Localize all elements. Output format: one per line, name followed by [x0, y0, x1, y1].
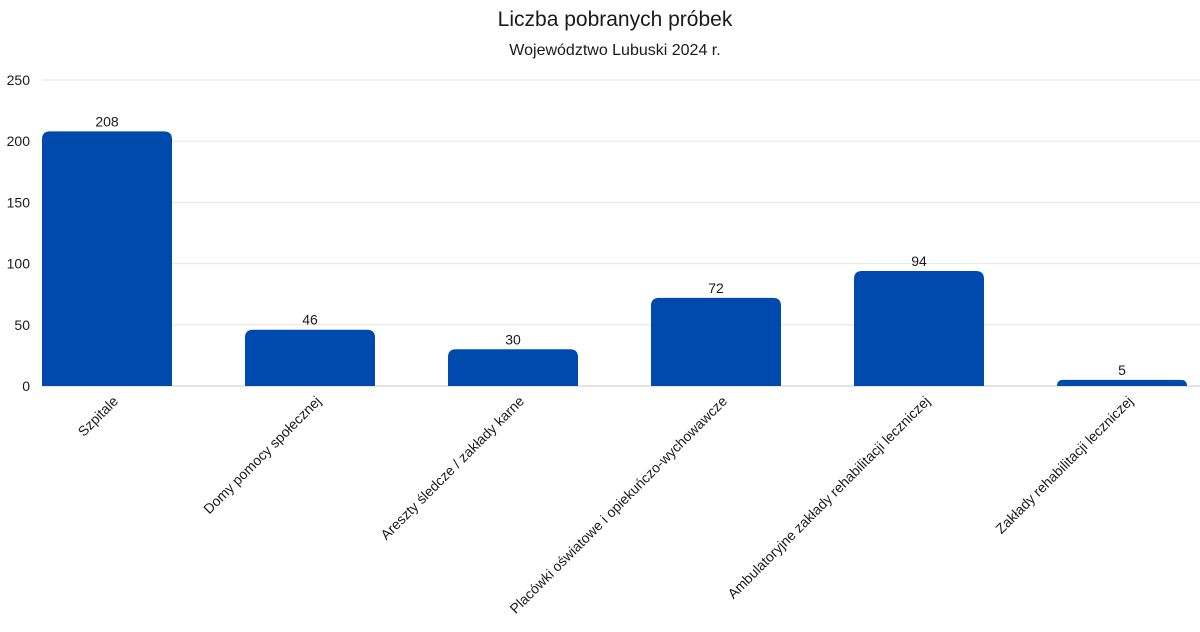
x-tick-label: Zakłady rehabilitacji leczniczej: [992, 393, 1136, 537]
x-tick-label: Ambulatoryjne zakłady rehabilitacji lecz…: [724, 393, 933, 602]
y-tick-label: 100: [7, 256, 31, 272]
chart-title: Liczba pobranych próbek: [498, 8, 733, 31]
data-label: 5: [1118, 362, 1126, 378]
x-tick-label: Domy pomocy społecznej: [200, 393, 324, 517]
data-label: 30: [505, 331, 521, 347]
chart-subtitle: Województwo Lubuski 2024 r.: [509, 42, 720, 59]
x-tick-label: Placówki oświatowe i opiekuńczo-wychowaw…: [506, 393, 730, 617]
data-label: 46: [302, 312, 318, 328]
y-tick-label: 250: [7, 72, 31, 88]
data-label: 72: [708, 280, 724, 296]
bar: [1057, 379, 1187, 386]
bar: [651, 297, 781, 386]
y-tick-label: 150: [7, 194, 31, 210]
x-tick-label: Areszty śledcze / zakłady karne: [377, 393, 527, 543]
y-tick-label: 0: [22, 378, 30, 394]
y-tick-label: 50: [14, 317, 30, 333]
bar: [854, 270, 984, 386]
bar: [448, 349, 578, 386]
x-tick-label: Szpitale: [75, 393, 122, 440]
bar: [42, 131, 172, 386]
bar: [245, 329, 375, 386]
data-label: 208: [95, 113, 119, 129]
y-tick-label: 200: [7, 133, 31, 149]
data-label: 94: [911, 253, 927, 269]
